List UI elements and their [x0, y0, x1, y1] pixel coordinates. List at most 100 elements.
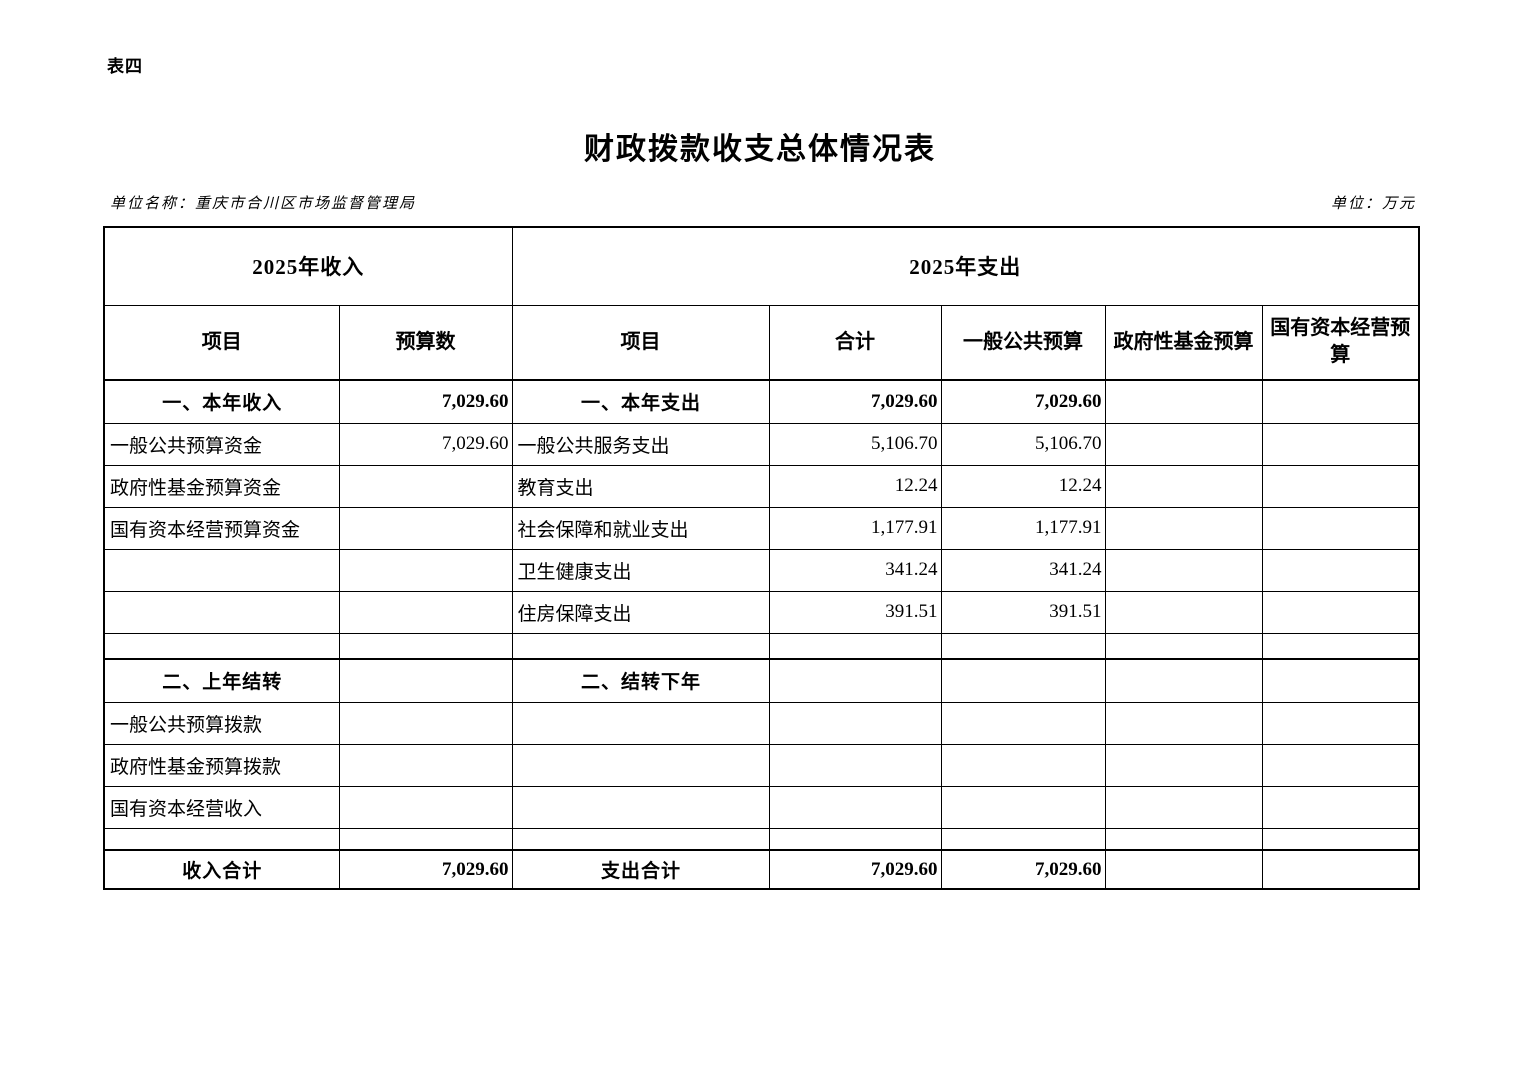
government-fund-budget-cell — [1104, 506, 1263, 550]
expense-item-cell: 卫生健康支出 — [511, 548, 770, 592]
income-budget-cell: 7,029.60 — [338, 849, 513, 890]
expense-total-cell: 391.51 — [768, 590, 942, 634]
meta-row: 单位名称：重庆市合川区市场监督管理局 单位：万元 — [110, 192, 1416, 213]
expenditure-group-header: 2025年支出 — [511, 226, 1420, 306]
general-public-budget-cell — [940, 632, 1106, 660]
government-fund-budget-cell — [1104, 422, 1263, 466]
income-budget-cell — [338, 632, 513, 660]
table-row: 一般公共预算拨款 — [103, 701, 1420, 745]
expense-item-cell — [511, 632, 770, 660]
income-item-cell: 一般公共预算拨款 — [103, 701, 340, 745]
income-item-cell — [103, 548, 340, 592]
sheet-number-label: 表四 — [107, 57, 143, 76]
general-public-budget-cell: 12.24 — [940, 464, 1106, 508]
table-row: 住房保障支出 391.51 391.51 — [103, 590, 1420, 634]
expense-total-cell: 12.24 — [768, 464, 942, 508]
income-budget-cell: 7,029.60 — [338, 379, 513, 424]
general-public-budget-cell: 7,029.60 — [940, 849, 1106, 890]
expense-total-cell: 7,029.60 — [768, 379, 942, 424]
table-row: 政府性基金预算拨款 — [103, 743, 1420, 787]
general-public-budget-cell: 1,177.91 — [940, 506, 1106, 550]
government-fund-budget-cell — [1104, 464, 1263, 508]
expense-total-cell: 341.24 — [768, 548, 942, 592]
income-item-cell: 国有资本经营收入 — [103, 785, 340, 829]
state-capital-budget-cell — [1261, 785, 1420, 829]
general-public-budget-cell — [940, 785, 1106, 829]
government-fund-budget-cell — [1104, 785, 1263, 829]
col-header-expense-total: 合计 — [768, 304, 942, 381]
table-row: 国有资本经营预算资金 社会保障和就业支出 1,177.91 1,177.91 — [103, 506, 1420, 550]
government-fund-budget-cell — [1104, 590, 1263, 634]
table-row — [103, 632, 1420, 660]
expense-item-cell: 一、本年支出 — [511, 379, 770, 424]
table-row: 二、上年结转 二、结转下年 — [103, 658, 1420, 703]
income-group-header: 2025年收入 — [103, 226, 513, 306]
general-public-budget-cell: 7,029.60 — [940, 379, 1106, 424]
unit-measure-label: 单位：万元 — [1330, 196, 1416, 212]
state-capital-budget-cell — [1261, 506, 1420, 550]
state-capital-budget-cell — [1261, 548, 1420, 592]
government-fund-budget-cell — [1104, 743, 1263, 787]
income-budget-cell — [338, 827, 513, 851]
income-item-cell: 政府性基金预算资金 — [103, 464, 340, 508]
general-public-budget-cell: 391.51 — [940, 590, 1106, 634]
government-fund-budget-cell — [1104, 658, 1263, 703]
income-budget-cell — [338, 506, 513, 550]
column-header-row: 项目 预算数 项目 合计 一般公共预算 政府性基金预算 国有资本经营预算 — [103, 304, 1420, 381]
general-public-budget-cell — [940, 743, 1106, 787]
expense-total-cell — [768, 632, 942, 660]
state-capital-budget-cell — [1261, 849, 1420, 890]
expense-item-cell: 住房保障支出 — [511, 590, 770, 634]
government-fund-budget-cell — [1104, 548, 1263, 592]
table-row: 政府性基金预算资金 教育支出 12.24 12.24 — [103, 464, 1420, 508]
state-capital-budget-cell — [1261, 422, 1420, 466]
page-title: 财政拨款收支总体情况表 — [584, 133, 936, 166]
expense-total-cell: 7,029.60 — [768, 849, 942, 890]
expense-item-cell: 社会保障和就业支出 — [511, 506, 770, 550]
col-header-government-fund-budget: 政府性基金预算 — [1104, 304, 1263, 381]
table-row — [103, 827, 1420, 851]
income-item-cell: 政府性基金预算拨款 — [103, 743, 340, 787]
income-item-cell: 收入合计 — [103, 849, 340, 890]
table-row: 国有资本经营收入 — [103, 785, 1420, 829]
table-row: 卫生健康支出 341.24 341.24 — [103, 548, 1420, 592]
state-capital-budget-cell — [1261, 743, 1420, 787]
general-public-budget-cell — [940, 701, 1106, 745]
state-capital-budget-cell — [1261, 632, 1420, 660]
income-budget-cell — [338, 785, 513, 829]
expense-total-cell — [768, 743, 942, 787]
budget-table: 2025年收入 2025年支出 项目 预算数 项目 合计 一般公共预算 政府性基… — [103, 226, 1421, 890]
expense-item-cell: 支出合计 — [511, 849, 770, 890]
government-fund-budget-cell — [1104, 827, 1263, 851]
income-item-cell: 二、上年结转 — [103, 658, 340, 703]
col-header-state-capital-budget: 国有资本经营预算 — [1261, 304, 1420, 381]
government-fund-budget-cell — [1104, 701, 1263, 745]
general-public-budget-cell: 5,106.70 — [940, 422, 1106, 466]
state-capital-budget-cell — [1261, 464, 1420, 508]
income-item-cell: 一、本年收入 — [103, 379, 340, 424]
expense-item-cell: 一般公共服务支出 — [511, 422, 770, 466]
income-budget-cell: 7,029.60 — [338, 422, 513, 466]
expense-total-cell: 1,177.91 — [768, 506, 942, 550]
state-capital-budget-cell — [1261, 827, 1420, 851]
table-body: 一、本年收入 7,029.60 一、本年支出 7,029.60 7,029.60 一般公共… — [103, 379, 1420, 890]
state-capital-budget-cell — [1261, 701, 1420, 745]
col-header-income-item: 项目 — [103, 304, 340, 381]
table-row: 收入合计 7,029.60 支出合计 7,029.60 7,029.60 — [103, 849, 1420, 890]
expense-total-cell — [768, 701, 942, 745]
income-item-cell — [103, 632, 340, 660]
table-row: 一般公共预算资金 7,029.60 一般公共服务支出 5,106.70 5,106.70 — [103, 422, 1420, 466]
income-budget-cell — [338, 743, 513, 787]
income-budget-cell — [338, 464, 513, 508]
expense-item-cell — [511, 701, 770, 745]
general-public-budget-cell — [940, 658, 1106, 703]
income-item-cell — [103, 590, 340, 634]
expense-item-cell — [511, 785, 770, 829]
income-item-cell — [103, 827, 340, 851]
government-fund-budget-cell — [1104, 632, 1263, 660]
state-capital-budget-cell — [1261, 590, 1420, 634]
expense-item-cell — [511, 827, 770, 851]
income-budget-cell — [338, 701, 513, 745]
general-public-budget-cell: 341.24 — [940, 548, 1106, 592]
